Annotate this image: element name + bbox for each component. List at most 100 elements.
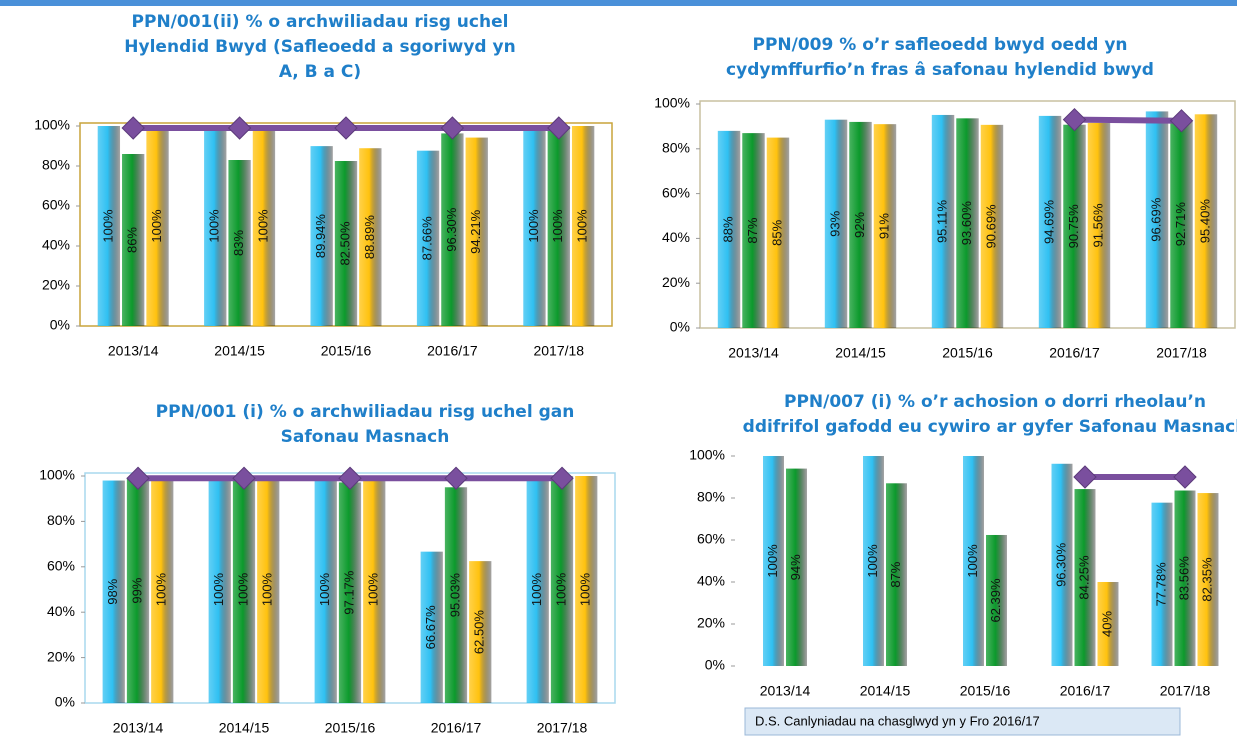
value-label: 86% (125, 227, 140, 253)
y-tick-label: 40% (697, 573, 725, 589)
bar (717, 130, 741, 328)
y-tick-label: 60% (47, 558, 75, 574)
bar (742, 133, 765, 328)
bar (441, 133, 464, 326)
bar (550, 476, 574, 703)
bar (523, 126, 546, 326)
value-label: 100% (207, 209, 222, 243)
bar (228, 160, 251, 326)
chart-title: Hylendid Bwyd (Safleoedd a sgoriwyd yn (124, 37, 515, 57)
bar (1151, 502, 1173, 666)
x-tick-label: 2014/15 (214, 343, 265, 359)
bar (547, 126, 570, 326)
chart-title: PPN/001(ii) % o archwiliadau risg uchel (132, 12, 509, 32)
chart-title: Safonau Masnach (281, 427, 450, 447)
bar (571, 126, 595, 326)
y-tick-label: 40% (42, 237, 70, 253)
target-marker (121, 116, 145, 140)
bar (1087, 122, 1111, 328)
value-label: 100% (255, 209, 270, 243)
bar (849, 121, 872, 328)
value-label: 91% (876, 213, 891, 239)
y-tick-label: 100% (654, 95, 690, 111)
value-label: 91.56% (1090, 203, 1105, 248)
bar (1097, 582, 1119, 666)
bar (1074, 489, 1096, 666)
y-tick-label: 80% (47, 512, 75, 528)
value-label: 62.50% (472, 610, 487, 655)
chart-title: PPN/001 (i) % o archwiliadau risg uchel … (156, 402, 575, 422)
value-label: 100% (575, 209, 590, 243)
bar (1145, 111, 1169, 328)
bar (1051, 463, 1073, 666)
value-label: 100% (765, 544, 780, 578)
y-tick-label: 60% (42, 197, 70, 213)
target-marker (1073, 465, 1097, 489)
bar (444, 487, 468, 703)
y-tick-label: 0% (705, 657, 725, 673)
bar (420, 551, 443, 703)
chart-title: PPN/007 (i) % o’r achosion o dorri rheol… (784, 392, 1206, 412)
y-tick-label: 20% (42, 277, 70, 293)
bar (863, 456, 884, 666)
bar (257, 476, 280, 703)
bar (1063, 124, 1086, 328)
value-label: 100% (965, 544, 980, 578)
value-label: 100% (865, 544, 880, 578)
y-tick-label: 80% (42, 157, 70, 173)
target-marker (227, 116, 252, 140)
x-tick-label: 2017/18 (1160, 683, 1211, 699)
value-label: 100% (526, 209, 541, 243)
value-label: 97.17% (341, 570, 356, 615)
chart-title: cydymffurfio’n fras â safonau hylendid b… (726, 60, 1154, 80)
bar (763, 456, 784, 666)
chart-title: PPN/009 % o’r safleoedd bwyd oedd yn (752, 35, 1127, 55)
value-label: 100% (211, 572, 226, 606)
value-label: 96.69% (1148, 197, 1163, 242)
x-tick-label: 2013/14 (108, 343, 159, 359)
x-tick-label: 2014/15 (860, 683, 911, 699)
bar (1038, 115, 1062, 328)
value-label: 82.35% (1199, 557, 1214, 602)
target-marker (338, 466, 362, 490)
target-marker (1169, 109, 1194, 133)
y-tick-label: 80% (697, 489, 725, 505)
value-label: 88% (720, 216, 735, 242)
bar (151, 476, 174, 703)
value-label: 87.66% (419, 216, 434, 261)
value-label: 95.11% (934, 199, 949, 243)
y-tick-label: 60% (697, 531, 725, 547)
value-label: 94.69% (1041, 199, 1056, 244)
bar (334, 161, 358, 326)
bar (359, 148, 382, 326)
value-label: 95.40% (1197, 199, 1212, 244)
bar (102, 480, 125, 703)
x-tick-label: 2013/14 (728, 345, 779, 361)
value-label: 90.75% (1066, 204, 1081, 249)
value-label: 96.30% (1053, 542, 1068, 587)
x-tick-label: 2015/16 (325, 720, 376, 736)
target-marker (547, 116, 571, 140)
y-tick-label: 100% (39, 467, 75, 483)
bar (363, 476, 386, 703)
bar (1170, 120, 1193, 329)
x-tick-label: 2015/16 (960, 683, 1011, 699)
bar (766, 137, 790, 328)
x-tick-label: 2014/15 (835, 345, 886, 361)
value-label: 93.60% (959, 201, 974, 246)
target-marker (1062, 107, 1087, 132)
bar (1194, 114, 1218, 328)
value-label: 87% (888, 561, 903, 587)
x-tick-label: 2017/18 (533, 343, 584, 359)
bar (980, 124, 1004, 328)
bar (126, 478, 150, 703)
target-marker (444, 466, 468, 490)
bar (886, 483, 907, 666)
bar (122, 154, 145, 326)
top-strip (0, 0, 1237, 6)
chart-title: A, B a C) (279, 62, 361, 82)
target-marker (440, 116, 465, 140)
x-tick-label: 2016/17 (1049, 345, 1100, 361)
value-label: 83% (231, 230, 246, 256)
